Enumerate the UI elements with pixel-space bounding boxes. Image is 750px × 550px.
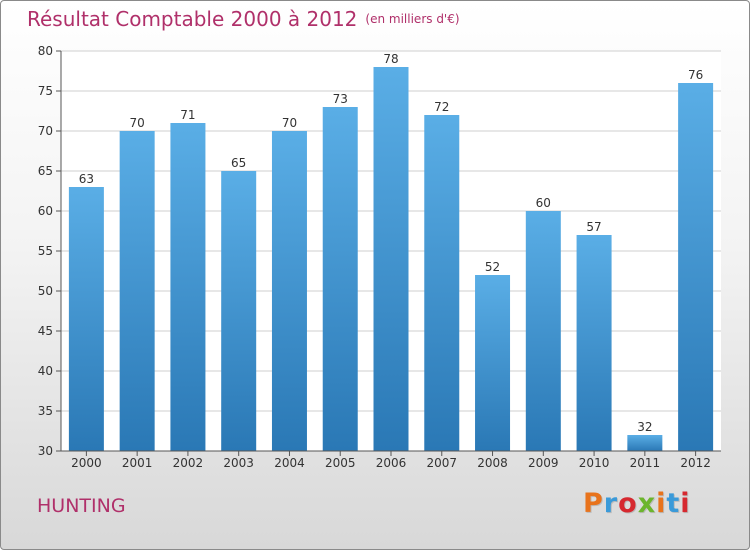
y-tick-label: 70 [38, 124, 53, 138]
x-tick-label: 2010 [579, 456, 610, 470]
title-text: Résultat Comptable 2000 à 2012 [27, 7, 358, 31]
y-tick-label: 65 [38, 164, 53, 178]
bar-value-label: 72 [434, 100, 449, 114]
y-tick-label: 35 [38, 404, 53, 418]
x-tick-label: 2008 [477, 456, 508, 470]
bar-value-label: 70 [282, 116, 297, 130]
bar [322, 107, 358, 451]
chart-title: Résultat Comptable 2000 à 2012 (en millie… [27, 7, 460, 31]
bar-value-label: 57 [586, 220, 601, 234]
bar-value-label: 78 [383, 52, 398, 66]
logo-letter: i [656, 488, 667, 519]
x-tick-label: 2004 [274, 456, 305, 470]
y-tick-label: 75 [38, 84, 53, 98]
x-tick-label: 2000 [71, 456, 102, 470]
logo-letter: r [603, 488, 619, 519]
bar [221, 171, 257, 451]
logo-letter: i [680, 488, 691, 519]
y-tick-label: 30 [38, 444, 53, 458]
bar [170, 123, 206, 451]
commune-name: HUNTING [37, 495, 126, 517]
x-axis: 2000 2001 2002 2003 2004 2005 2006 2007 2008 2009… [61, 450, 721, 470]
bar-value-label: 76 [688, 68, 703, 82]
x-tick-label: 2006 [376, 456, 407, 470]
bar-value-label: 32 [637, 420, 652, 434]
bar [68, 187, 104, 451]
y-tick-label: 40 [38, 364, 53, 378]
bar [627, 435, 663, 451]
value-labels: 63 70 71 65 70 73 78 72 52 60 57 32 76 [79, 52, 704, 434]
bars [68, 67, 714, 451]
logo-letter: x [637, 488, 657, 519]
x-tick-label: 2001 [122, 456, 153, 470]
bar-value-label: 65 [231, 156, 246, 170]
y-tick-label: 80 [38, 44, 53, 58]
logo-letter: t [666, 488, 681, 519]
bar [576, 235, 612, 451]
bar [119, 131, 155, 451]
logo-letter: o [618, 488, 638, 519]
logo-letter: P [583, 488, 604, 519]
bar-value-label: 63 [79, 172, 94, 186]
bar [525, 211, 561, 451]
x-tick-label: 2002 [173, 456, 204, 470]
x-tick-label: 2009 [528, 456, 559, 470]
bar [678, 83, 714, 451]
proxiti-logo[interactable]: Proxiti [583, 488, 691, 519]
bar-value-label: 52 [485, 260, 500, 274]
bar [373, 67, 409, 451]
y-tick-label: 50 [38, 284, 53, 298]
bar [424, 115, 460, 451]
bar-value-label: 60 [536, 196, 551, 210]
bar [475, 275, 511, 451]
title-unit: (en milliers d'€) [365, 12, 460, 26]
y-axis: 30 35 40 45 50 55 60 65 70 75 80 [38, 44, 62, 458]
x-tick-label: 2005 [325, 456, 356, 470]
bar-value-label: 71 [180, 108, 195, 122]
y-tick-label: 55 [38, 244, 53, 258]
x-tick-label: 2007 [426, 456, 457, 470]
x-tick-label: 2003 [223, 456, 254, 470]
x-tick-label: 2012 [680, 456, 711, 470]
bar [271, 131, 307, 451]
y-tick-label: 60 [38, 204, 53, 218]
bar-value-label: 70 [130, 116, 145, 130]
y-tick-label: 45 [38, 324, 53, 338]
x-tick-label: 2011 [630, 456, 661, 470]
bar-value-label: 73 [333, 92, 348, 106]
